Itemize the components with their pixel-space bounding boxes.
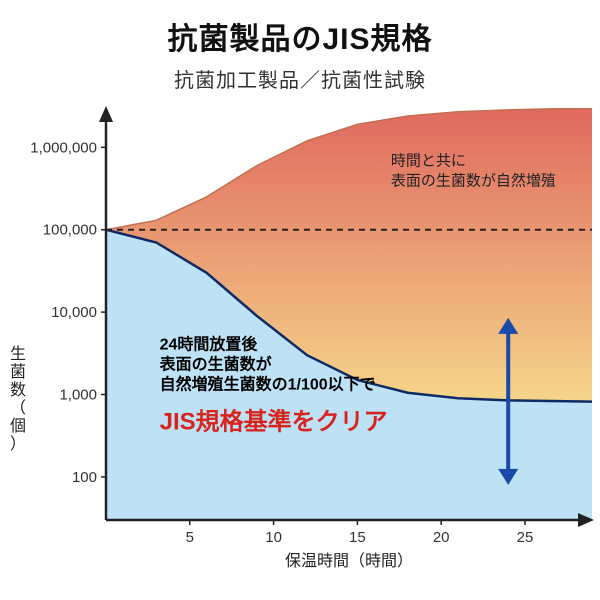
x-tick-label: 15: [349, 529, 366, 546]
chart-area: 100 1,000 10,000 100,000 1,000,000 5 10 15 20 25 保…: [0, 90, 600, 600]
callout-line: 表面の生菌数が: [159, 355, 272, 374]
y-tick-label: 1,000,000: [30, 139, 97, 156]
x-axis-title: 保温時間（時間）: [285, 552, 413, 570]
chart-svg: 100 1,000 10,000 100,000 1,000,000 5 10 15 20 25 保…: [0, 90, 600, 600]
y-tick-label: 100,000: [43, 222, 97, 239]
page-subtitle: 抗菌加工製品／抗菌性試験: [0, 64, 600, 93]
x-tick-label: 10: [265, 529, 282, 546]
y-axis-title-char: ）: [10, 435, 26, 453]
y-tick-label: 1,000: [59, 387, 97, 404]
y-axis-title-char: （: [10, 399, 26, 417]
x-tick-label: 5: [186, 529, 194, 546]
subtitle-text: 抗菌加工製品／抗菌性試験: [174, 70, 426, 92]
page-title: 抗菌製品のJIS規格: [0, 0, 600, 58]
y-tick-label: 10,000: [51, 304, 97, 321]
title-text: 抗菌製品のJIS規格: [167, 23, 432, 56]
x-tick-label: 25: [517, 529, 534, 546]
y-axis-title-char: 生: [10, 345, 26, 363]
callout-line: 24時間放置後: [160, 335, 259, 354]
y-axis-title-char: 菌: [10, 363, 26, 381]
callout-line: 自然増殖生菌数の1/100以下で: [160, 375, 376, 394]
y-axis-title-char: 個: [10, 417, 26, 435]
y-axis-arrow: [99, 106, 113, 122]
growth-annotation-line: 表面の生菌数が自然増殖: [391, 173, 556, 190]
y-axis-title-char: 数: [10, 381, 26, 399]
y-tick-label: 100: [72, 469, 97, 486]
x-tick-label: 20: [433, 529, 450, 546]
growth-annotation-line: 時間と共に: [391, 153, 466, 170]
callout-red-line: JIS規格基準をクリア: [160, 408, 388, 436]
